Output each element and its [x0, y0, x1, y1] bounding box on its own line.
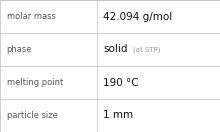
Text: phase: phase [7, 45, 32, 54]
Text: (at STP): (at STP) [133, 46, 161, 53]
Text: 1 mm: 1 mm [103, 110, 134, 121]
Text: 190 °C: 190 °C [103, 77, 139, 88]
Text: particle size: particle size [7, 111, 57, 120]
Text: molar mass: molar mass [7, 12, 55, 21]
Text: solid: solid [103, 44, 128, 55]
Text: melting point: melting point [7, 78, 63, 87]
Text: 42.094 g/mol: 42.094 g/mol [103, 11, 173, 22]
